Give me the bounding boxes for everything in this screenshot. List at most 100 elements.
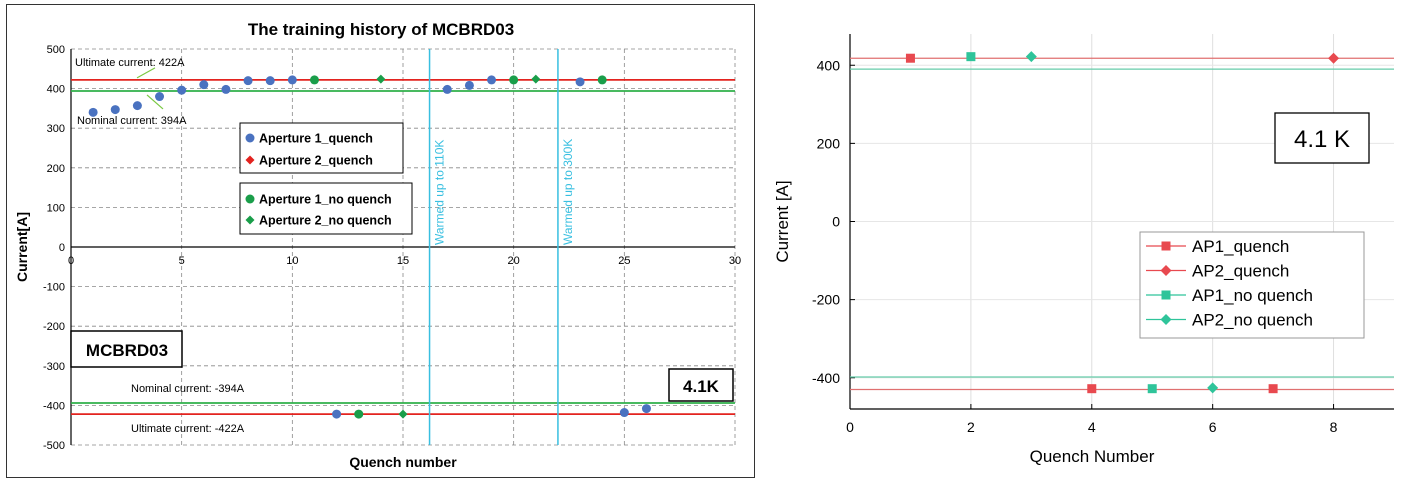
- y-tick-label: 100: [47, 202, 65, 214]
- y-tick-label: 200: [817, 135, 841, 151]
- temperature-box: [1274, 112, 1370, 164]
- temperature-label: 4.1 K: [1294, 126, 1350, 153]
- legend-label: AP2_no quench: [1192, 311, 1313, 330]
- y-tick-label: 400: [47, 84, 65, 96]
- data-point: [487, 75, 497, 85]
- data-point: [398, 409, 408, 419]
- data-point: [1268, 384, 1278, 394]
- warm-up-label: Warmed up to 300K: [561, 139, 575, 245]
- temperature-label: 4.1K: [683, 377, 720, 396]
- y-axis-label: Current [A]: [773, 180, 792, 262]
- data-point: [177, 85, 187, 95]
- legend-box: [239, 122, 404, 174]
- y-tick-label: -200: [43, 321, 65, 333]
- y-tick-label: 0: [832, 214, 840, 230]
- legend-marker: [1161, 290, 1171, 300]
- legend-box: [239, 182, 413, 235]
- annotation-arrow: [146, 94, 164, 110]
- temperature-box: [668, 368, 734, 402]
- data-point: [221, 84, 231, 94]
- y-tick-label: 0: [59, 242, 65, 254]
- magnet-label: MCBRD03: [86, 341, 168, 360]
- left-chart-svg: The training history of MCBRD03500400300…: [14, 20, 741, 470]
- data-point: [332, 409, 342, 419]
- legend-marker: [245, 194, 255, 204]
- data-point: [376, 74, 386, 84]
- y-tick-label: 200: [47, 163, 65, 175]
- legend-marker: [1161, 241, 1171, 251]
- data-point: [509, 75, 519, 85]
- y-axis-label: Current[A]: [14, 212, 30, 282]
- legend-label: Aperture 1_no quench: [259, 193, 392, 207]
- legend-label: AP2_quench: [1192, 262, 1289, 281]
- data-point: [1147, 384, 1157, 394]
- data-point: [641, 404, 651, 414]
- data-point: [199, 80, 209, 90]
- legend-label: Aperture 2_quench: [259, 154, 373, 168]
- x-tick-label: 2: [967, 419, 975, 435]
- x-tick-label: 25: [618, 255, 630, 267]
- y-tick-label: 300: [47, 123, 65, 135]
- data-point: [309, 75, 319, 85]
- legend-label: AP1_no quench: [1192, 286, 1313, 305]
- y-tick-label: -100: [43, 282, 65, 294]
- legend-box: [1139, 231, 1365, 339]
- reference-line-label: Ultimate current: 422A: [75, 57, 185, 69]
- chart-title: The training history of MCBRD03: [248, 20, 514, 39]
- data-point: [155, 92, 165, 102]
- data-point: [1207, 382, 1219, 394]
- reference-line-label: Nominal current: -394A: [131, 383, 245, 395]
- data-point: [966, 52, 976, 62]
- reference-line-label: Nominal current: 394A: [77, 115, 187, 127]
- data-point: [575, 77, 585, 87]
- x-axis-label: Quench Number: [1030, 447, 1155, 466]
- x-tick-label: 8: [1330, 419, 1338, 435]
- data-point: [619, 408, 629, 418]
- annotation-arrow: [136, 67, 156, 79]
- y-tick-label: 400: [817, 57, 841, 73]
- data-point: [1025, 51, 1037, 63]
- data-point: [354, 409, 364, 419]
- right-chart-panel: 400 200 0 -200 -400 0 2 4 6 8 Current [A] Quench Nu…: [762, 4, 1402, 478]
- x-axis-label: Quench number: [349, 454, 457, 470]
- data-point: [905, 53, 915, 63]
- data-point: [442, 84, 452, 94]
- data-point: [88, 107, 98, 117]
- y-tick-label: -500: [43, 440, 65, 452]
- data-point: [1087, 384, 1097, 394]
- x-tick-label: 6: [1209, 419, 1217, 435]
- legend-marker: [1160, 265, 1172, 276]
- y-tick-label: -400: [812, 370, 840, 386]
- y-tick-label: -200: [812, 292, 840, 308]
- legend-marker: [1160, 314, 1172, 325]
- data-point: [464, 80, 474, 90]
- legend-marker: [245, 215, 255, 225]
- x-tick-label: 30: [729, 255, 741, 267]
- data-point: [265, 76, 275, 86]
- magnet-label-box: [70, 330, 183, 368]
- legend-label: AP1_quench: [1192, 237, 1289, 256]
- legend-label: Aperture 2_no quench: [259, 214, 392, 228]
- y-tick-label: 500: [47, 44, 65, 56]
- x-tick-label: 0: [68, 255, 74, 267]
- x-tick-label: 0: [846, 419, 854, 435]
- data-point: [1328, 52, 1340, 64]
- legend-marker: [245, 155, 255, 165]
- reference-line-label: Ultimate current: -422A: [131, 423, 245, 435]
- y-tick-label: -400: [43, 400, 65, 412]
- data-point: [110, 105, 120, 115]
- data-point: [132, 101, 142, 111]
- warm-up-label: Warmed up to 110K: [433, 140, 447, 245]
- right-chart-svg: 400 200 0 -200 -400 0 2 4 6 8 Current [A] Quench Nu…: [773, 34, 1394, 466]
- x-tick-label: 5: [179, 255, 185, 267]
- data-point: [597, 75, 607, 85]
- x-tick-label: 4: [1088, 419, 1096, 435]
- x-tick-label: 15: [397, 255, 409, 267]
- legend-marker: [245, 133, 255, 143]
- data-point: [243, 76, 253, 86]
- data-point: [531, 74, 541, 84]
- x-tick-label: 10: [286, 255, 298, 267]
- y-tick-label: -300: [43, 361, 65, 373]
- x-tick-label: 20: [508, 255, 520, 267]
- data-point: [287, 75, 297, 85]
